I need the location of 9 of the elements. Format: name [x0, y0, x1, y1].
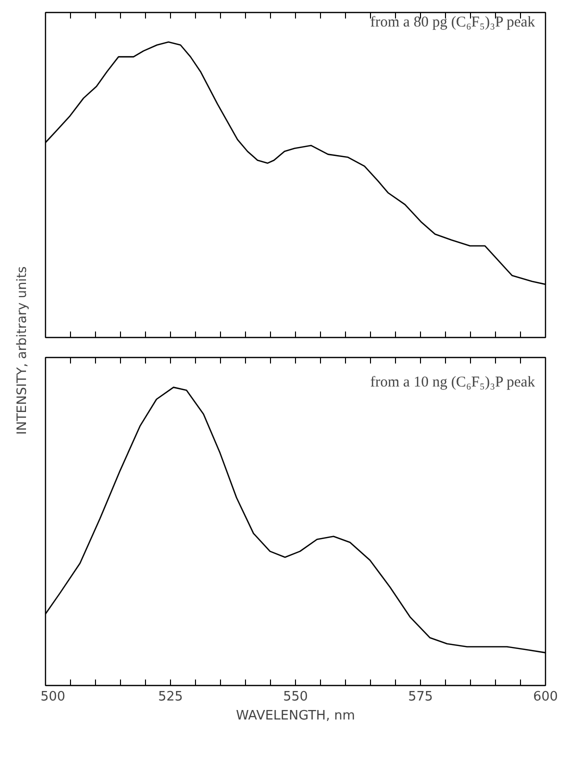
- x-tick-label: 550: [283, 690, 308, 704]
- x-tick-label: 500: [40, 690, 66, 704]
- y-axis-title: INTENSITY, arbitrary units: [15, 266, 30, 435]
- x-axis-title: WAVELENGTH, nm: [236, 708, 356, 724]
- annotation: from a 10 ng (C₆F₅)₃P peak: [370, 374, 536, 390]
- x-tick-label: 600: [533, 690, 558, 704]
- x-tick-label: 525: [158, 690, 183, 704]
- x-tick-label: 575: [408, 690, 433, 704]
- text: from a 80 pg (C₆F₅)₃P peak: [370, 14, 536, 30]
